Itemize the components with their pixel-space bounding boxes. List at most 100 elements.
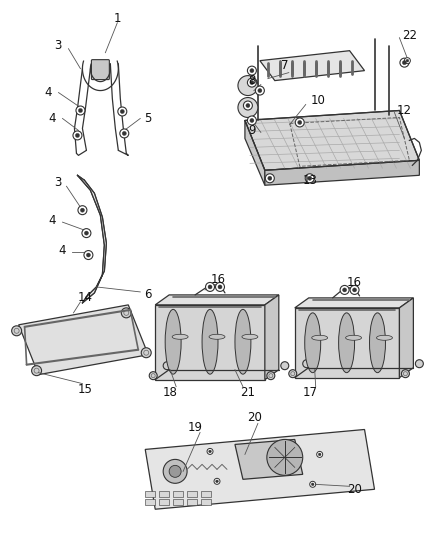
Bar <box>173 499 183 505</box>
Polygon shape <box>265 295 279 379</box>
Circle shape <box>317 451 323 457</box>
Circle shape <box>295 118 304 127</box>
Circle shape <box>12 326 21 336</box>
Bar <box>187 491 197 497</box>
Circle shape <box>163 459 187 483</box>
Bar <box>201 491 211 497</box>
Ellipse shape <box>242 334 258 340</box>
Circle shape <box>215 480 219 483</box>
Polygon shape <box>295 298 413 308</box>
Polygon shape <box>245 120 265 185</box>
Circle shape <box>281 362 289 370</box>
Text: 18: 18 <box>163 386 177 399</box>
Circle shape <box>238 76 258 95</box>
Circle shape <box>404 58 410 63</box>
Circle shape <box>76 106 85 115</box>
Circle shape <box>406 59 409 62</box>
Text: 4: 4 <box>59 244 66 256</box>
Polygon shape <box>399 298 413 378</box>
Ellipse shape <box>235 309 251 374</box>
Polygon shape <box>78 175 106 303</box>
Ellipse shape <box>209 334 225 340</box>
Circle shape <box>86 253 90 257</box>
Text: 20: 20 <box>347 483 362 496</box>
Polygon shape <box>155 305 265 379</box>
Circle shape <box>85 231 88 235</box>
Text: 4: 4 <box>49 112 56 125</box>
Circle shape <box>403 61 406 64</box>
Text: 22: 22 <box>402 29 417 42</box>
Circle shape <box>215 282 225 292</box>
Circle shape <box>120 109 124 114</box>
Circle shape <box>205 282 215 292</box>
Text: 6: 6 <box>145 288 152 301</box>
Text: 21: 21 <box>240 386 255 399</box>
Circle shape <box>305 174 314 183</box>
Circle shape <box>343 288 346 292</box>
Circle shape <box>238 98 258 117</box>
Ellipse shape <box>370 313 385 373</box>
Ellipse shape <box>377 335 392 340</box>
Circle shape <box>78 206 87 215</box>
Circle shape <box>207 448 213 455</box>
Circle shape <box>415 360 424 368</box>
Bar <box>201 499 211 505</box>
Circle shape <box>208 450 212 453</box>
Bar <box>187 499 197 505</box>
Bar <box>173 491 183 497</box>
Text: 3: 3 <box>54 176 61 189</box>
Circle shape <box>244 101 252 110</box>
Circle shape <box>247 78 256 87</box>
Text: 17: 17 <box>302 386 317 399</box>
Ellipse shape <box>172 334 188 340</box>
Circle shape <box>311 483 314 486</box>
Circle shape <box>267 372 275 379</box>
Circle shape <box>214 478 220 484</box>
Circle shape <box>307 176 312 180</box>
Ellipse shape <box>305 313 321 373</box>
Circle shape <box>122 132 126 135</box>
Circle shape <box>73 131 82 140</box>
Circle shape <box>340 286 349 294</box>
Circle shape <box>258 88 262 93</box>
Circle shape <box>78 109 82 112</box>
Text: 9: 9 <box>248 124 256 137</box>
Circle shape <box>250 118 254 123</box>
Circle shape <box>298 120 302 125</box>
Text: 20: 20 <box>247 411 262 424</box>
Circle shape <box>120 129 129 138</box>
Text: 14: 14 <box>78 292 93 304</box>
Polygon shape <box>145 430 374 509</box>
Text: 4: 4 <box>45 86 52 99</box>
Circle shape <box>121 308 131 318</box>
Circle shape <box>32 366 42 376</box>
Text: 19: 19 <box>187 421 203 434</box>
Bar <box>159 499 169 505</box>
Polygon shape <box>155 295 279 305</box>
Circle shape <box>400 58 409 67</box>
Text: 10: 10 <box>310 94 325 107</box>
Polygon shape <box>260 51 364 80</box>
Ellipse shape <box>312 335 328 340</box>
Circle shape <box>247 66 256 75</box>
Text: 16: 16 <box>347 277 362 289</box>
Bar <box>145 491 155 497</box>
Circle shape <box>265 174 274 183</box>
Circle shape <box>250 69 254 72</box>
Circle shape <box>350 286 359 294</box>
Bar <box>159 491 169 497</box>
Text: 1: 1 <box>113 12 121 25</box>
Ellipse shape <box>339 313 355 373</box>
Polygon shape <box>235 439 303 479</box>
Circle shape <box>303 360 311 368</box>
Text: 4: 4 <box>49 214 56 227</box>
Text: 15: 15 <box>78 383 93 396</box>
Circle shape <box>75 133 79 138</box>
Circle shape <box>268 176 272 180</box>
Text: 12: 12 <box>397 104 412 117</box>
Text: 8: 8 <box>248 74 256 87</box>
Polygon shape <box>265 160 419 185</box>
Circle shape <box>169 465 181 478</box>
Bar <box>145 499 155 505</box>
Circle shape <box>163 362 171 370</box>
